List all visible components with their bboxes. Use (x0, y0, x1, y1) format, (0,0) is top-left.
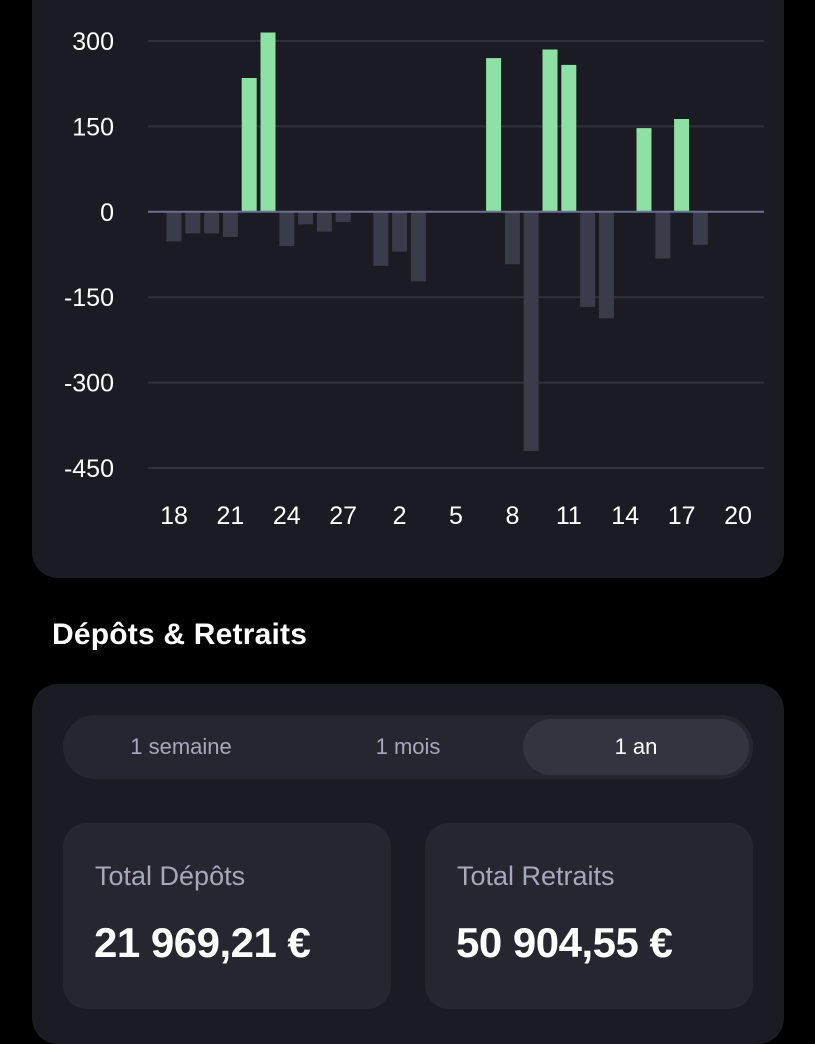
bar-negative (185, 211, 201, 234)
x-tick-label: 18 (160, 502, 188, 530)
bar-positive (260, 32, 276, 212)
bar-positive (674, 119, 690, 212)
balance-bar-chart: 300 150 0 -150 -300 -450 18 21 24 27 2 5 8 11 14 17 20 (64, 28, 764, 530)
x-tick-label: 17 (668, 502, 696, 530)
section-title: Dépôts & Retraits (52, 618, 308, 651)
y-tick-label: -450 (64, 455, 114, 483)
x-tick-label: 20 (724, 502, 752, 530)
bar-negative (204, 211, 220, 234)
bar-negative (279, 211, 295, 246)
period-option-year[interactable]: 1 an (523, 719, 749, 775)
period-selector: 1 semaine 1 mois 1 an (63, 715, 753, 779)
bar-negative (166, 211, 182, 242)
bar-negative (222, 211, 238, 237)
x-tick-label: 14 (611, 502, 639, 530)
bar-positive (636, 128, 652, 212)
y-tick-label: -300 (64, 370, 114, 398)
y-tick-label: 0 (100, 199, 114, 227)
bar-negative (504, 211, 520, 265)
x-tick-label: 11 (556, 502, 582, 530)
chart-grid (148, 40, 764, 469)
bar-positive (241, 78, 257, 212)
bar-positive (486, 58, 502, 212)
total-deposits-card: Total Dépôts 21 969,21 € (63, 823, 391, 1009)
y-tick-label: -150 (64, 284, 114, 312)
bar-negative (410, 211, 426, 282)
bar-negative (392, 211, 408, 252)
total-deposits-label: Total Dépôts (95, 861, 246, 891)
bar-negative (598, 211, 614, 319)
x-axis-labels: 18 21 24 27 2 5 8 11 14 17 20 (160, 502, 752, 530)
bar-negative (580, 211, 596, 307)
y-tick-label: 150 (72, 113, 114, 141)
bar-positive (561, 64, 577, 212)
x-tick-label: 27 (329, 502, 357, 530)
bar-negative (692, 211, 708, 245)
total-deposits-value: 21 969,21 € (94, 919, 311, 966)
period-option-week[interactable]: 1 semaine (130, 734, 232, 759)
x-tick-label: 21 (216, 502, 244, 530)
bar-negative (335, 211, 351, 222)
balance-chart-card (32, 0, 784, 578)
bar-positive (542, 49, 558, 212)
x-tick-label: 5 (449, 502, 463, 530)
total-withdrawals-label: Total Retraits (457, 861, 615, 891)
bar-negative (298, 211, 314, 225)
x-tick-label: 8 (505, 502, 519, 530)
x-tick-label: 24 (273, 502, 301, 530)
period-option-month[interactable]: 1 mois (375, 734, 441, 759)
deposits-withdrawals-card: 1 semaine 1 mois 1 an Total Dépôts 21 96… (32, 684, 784, 1044)
bar-negative (523, 211, 539, 451)
bar-negative (655, 211, 671, 259)
total-withdrawals-card: Total Retraits 50 904,55 € (425, 823, 753, 1009)
total-withdrawals-value: 50 904,55 € (456, 919, 673, 966)
y-axis-labels: 300 150 0 -150 -300 -450 (64, 28, 114, 483)
chart-bars (166, 32, 708, 451)
bar-negative (373, 211, 389, 266)
x-tick-label: 2 (393, 502, 407, 530)
y-tick-label: 300 (72, 28, 114, 56)
bar-negative (316, 211, 332, 232)
